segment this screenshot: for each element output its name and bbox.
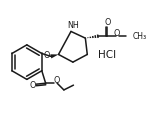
Text: O: O: [53, 76, 59, 85]
Text: NH: NH: [67, 21, 79, 30]
Text: O: O: [104, 18, 111, 27]
Text: O: O: [44, 51, 50, 60]
Text: HCl: HCl: [98, 50, 116, 60]
Text: O: O: [29, 81, 35, 90]
Text: O: O: [114, 29, 120, 38]
Text: CH₃: CH₃: [132, 32, 147, 41]
Polygon shape: [50, 54, 58, 58]
